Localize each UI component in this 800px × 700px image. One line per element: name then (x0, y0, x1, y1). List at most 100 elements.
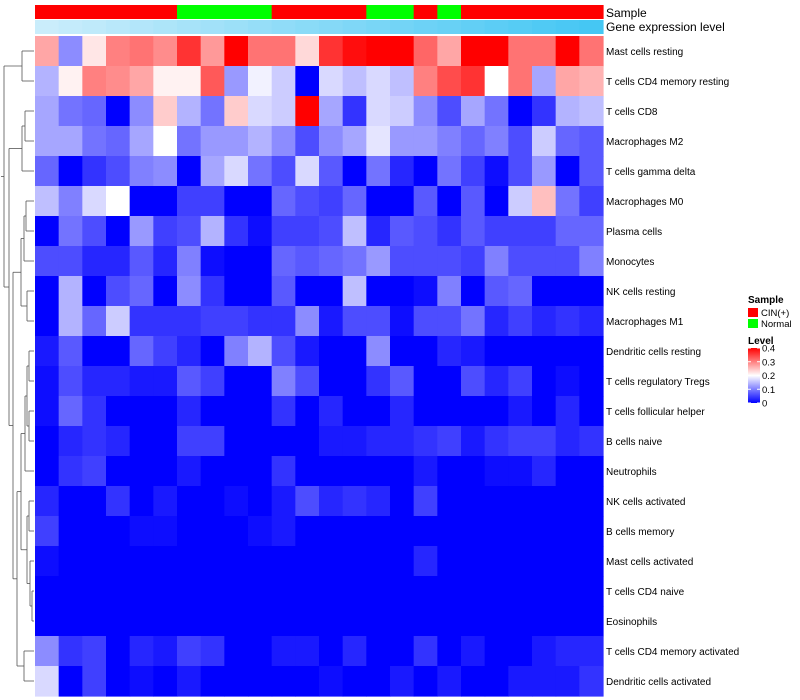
heatmap-cell (248, 216, 273, 247)
heatmap-cell (579, 576, 604, 607)
annotation-title-expression: Gene expression level (606, 20, 725, 34)
heatmap-cell (508, 306, 533, 337)
heatmap-cell (200, 486, 225, 517)
heatmap-cell (532, 516, 557, 547)
heatmap-cell (342, 606, 367, 637)
heatmap-cell (342, 246, 367, 277)
heatmap-cell (271, 486, 296, 517)
heatmap-cell (461, 456, 486, 487)
heatmap-cell (35, 96, 60, 127)
heatmap-cell (106, 276, 131, 307)
heatmap-cell (106, 96, 131, 127)
heatmap-cell (579, 456, 604, 487)
heatmap-cell (35, 306, 60, 337)
heatmap-cell (82, 606, 107, 637)
heatmap-cell (153, 636, 178, 667)
sample-cell (200, 5, 225, 19)
heatmap-cell (271, 456, 296, 487)
heatmap-cell (200, 306, 225, 337)
legend-level-ticks: 0.4 0.3 0.2 0.1 0 (748, 344, 775, 410)
heatmap-cell (555, 426, 580, 457)
heatmap-cell (579, 336, 604, 367)
heatmap-cell (129, 276, 154, 307)
heatmap-cell (461, 516, 486, 547)
heatmap-cell (461, 426, 486, 457)
heatmap-cell (342, 486, 367, 517)
heatmap-cell (200, 426, 225, 457)
heatmap-cell (200, 36, 225, 67)
heatmap-cell (271, 66, 296, 97)
heatmap-cell (106, 36, 131, 67)
heatmap-cell (153, 576, 178, 607)
heatmap-cell (555, 336, 580, 367)
heatmap-cell (295, 186, 320, 217)
heatmap-cell (200, 546, 225, 577)
row-label: Mast cells resting (606, 47, 683, 58)
heatmap-cell (342, 636, 367, 667)
heatmap-cell (319, 66, 344, 97)
heatmap-cell (224, 126, 249, 157)
heatmap-cell (153, 36, 178, 67)
heatmap-cell (532, 636, 557, 667)
level-tick-label: 0.2 (762, 371, 775, 382)
expression-cell (366, 20, 391, 34)
heatmap-cell (82, 276, 107, 307)
heatmap-cell (532, 126, 557, 157)
heatmap-cell (390, 276, 415, 307)
heatmap-cell (532, 456, 557, 487)
heatmap-cell (129, 606, 154, 637)
heatmap-cell (319, 336, 344, 367)
expression-cell (484, 20, 509, 34)
heatmap-cell (177, 156, 202, 187)
heatmap-cell (319, 456, 344, 487)
heatmap-cell (106, 636, 131, 667)
heatmap-cell (342, 126, 367, 157)
expression-cell (271, 20, 296, 34)
heatmap-cell (484, 126, 509, 157)
heatmap-cell (58, 36, 83, 67)
heatmap-cell (508, 516, 533, 547)
legend: Sample CIN(+) Normal Level 0.4 0.3 0.2 0.1 0 (748, 295, 792, 410)
heatmap-cell (390, 96, 415, 127)
heatmap-cell (200, 246, 225, 277)
heatmap-cell (153, 516, 178, 547)
sample-cell (153, 5, 178, 19)
heatmap-cell (437, 636, 462, 667)
row-label: T cells CD8 (606, 107, 658, 118)
heatmap-cell (319, 606, 344, 637)
heatmap-cell (200, 366, 225, 397)
heatmap-cell (508, 186, 533, 217)
heatmap-cell (532, 576, 557, 607)
heatmap-cell (532, 216, 557, 247)
heatmap-cell (484, 486, 509, 517)
heatmap-cell (35, 516, 60, 547)
heatmap-cell (461, 666, 486, 697)
heatmap-cell (200, 336, 225, 367)
heatmap-cell (295, 216, 320, 247)
heatmap-cell (484, 546, 509, 577)
heatmap-cell (319, 156, 344, 187)
heatmap-cell (35, 216, 60, 247)
heatmap-cell (413, 66, 438, 97)
heatmap-cell (248, 606, 273, 637)
expression-cell (295, 20, 320, 34)
heatmap-cell (532, 96, 557, 127)
heatmap-cell (248, 66, 273, 97)
heatmap-cell (177, 636, 202, 667)
heatmap-cell (366, 426, 391, 457)
heatmap-cell (271, 606, 296, 637)
sample-cell (295, 5, 320, 19)
heatmap-cell (224, 606, 249, 637)
heatmap-cell (177, 66, 202, 97)
heatmap-cell (366, 216, 391, 247)
heatmap-cell (295, 156, 320, 187)
heatmap-cell (579, 126, 604, 157)
heatmap-cell (58, 336, 83, 367)
heatmap-cell (129, 96, 154, 127)
heatmap-cell (484, 186, 509, 217)
heatmap-cell (366, 96, 391, 127)
heatmap-cell (555, 366, 580, 397)
heatmap-cell (413, 636, 438, 667)
heatmap-cell (555, 216, 580, 247)
